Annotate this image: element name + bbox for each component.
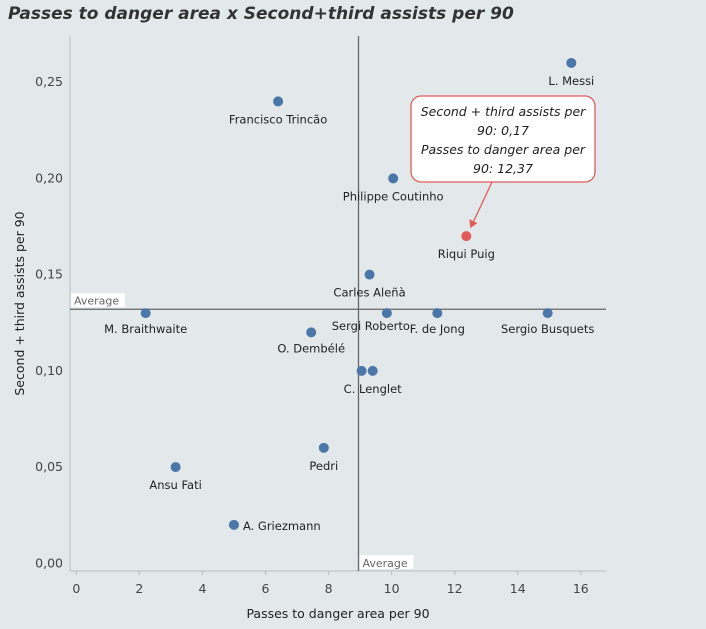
- point-label: Francisco Trincão: [229, 112, 327, 126]
- point-label: O. Dembélé: [277, 341, 345, 355]
- x-tick-label: 4: [198, 581, 206, 596]
- x-tick-label: 12: [447, 581, 463, 596]
- data-point: [364, 269, 375, 280]
- callout-text: Passes to danger area per: [421, 142, 586, 157]
- y-tick-label: 0,10: [35, 363, 63, 378]
- x-axis-label: Passes to danger area per 90: [246, 606, 429, 621]
- y-tick-label: 0,20: [35, 170, 63, 185]
- data-point: [273, 96, 284, 107]
- average-x-label-bg: [359, 555, 414, 569]
- axes-layer: 0 2 4 6 8 10 12 14 16 0,00 0,05 0,10 0,15 0,20 0,25 Pas…: [12, 36, 606, 621]
- y-tick-label: 0,25: [35, 74, 63, 89]
- point-label: Philippe Coutinho: [343, 189, 444, 203]
- y-axis-label: Second + third assists per 90: [12, 211, 27, 395]
- average-y-label: Average: [74, 294, 119, 307]
- data-point: [170, 462, 181, 473]
- point-label: Riqui Puig: [438, 247, 495, 261]
- average-x-label: Average: [362, 557, 407, 570]
- y-tick-label: 0,00: [35, 555, 63, 570]
- data-point: [432, 308, 443, 319]
- average-y-label-bg: [71, 293, 125, 308]
- x-tick-label: 0: [72, 581, 80, 596]
- point-label: Ansu Fati: [149, 478, 201, 492]
- x-tick-label: 6: [262, 581, 270, 596]
- callout-text: 90: 0,17: [477, 123, 529, 138]
- point-label: Sergi Roberto: [332, 319, 410, 333]
- x-tick-label: 10: [384, 581, 400, 596]
- point-label: Pedri: [309, 459, 338, 473]
- x-tick-label: 2: [135, 581, 143, 596]
- point-label: C. Lenglet: [344, 382, 402, 396]
- callout-pointer: [471, 181, 493, 225]
- average-lines: Average Average: [70, 36, 606, 571]
- x-tick-label: 8: [325, 581, 333, 596]
- data-point: [381, 308, 392, 319]
- callout-text: Second + third assists per: [421, 104, 586, 119]
- data-point: [367, 365, 378, 376]
- chart-title: Passes to danger area x Second+third ass…: [8, 4, 514, 24]
- data-point: [566, 57, 577, 68]
- data-point: [228, 519, 239, 530]
- data-point: [388, 173, 399, 184]
- callout-text: 90: 12,37: [473, 161, 533, 176]
- points-layer: [140, 57, 577, 530]
- data-point: [356, 365, 367, 376]
- data-point: [542, 308, 553, 319]
- point-label: L. Messi: [548, 74, 594, 88]
- y-tick-label: 0,05: [35, 459, 63, 474]
- point-label: F. de Jong: [410, 322, 465, 336]
- point-label: M. Braithwaite: [104, 322, 187, 336]
- point-label: Sergio Busquets: [501, 322, 594, 336]
- point-label: A. Griezmann: [243, 519, 321, 533]
- callout-arrowhead: [469, 219, 478, 229]
- data-point: [140, 308, 151, 319]
- x-tick-label: 14: [510, 581, 526, 596]
- data-point: [306, 327, 317, 338]
- highlighted-point: [461, 231, 472, 242]
- x-tick-label: 16: [573, 581, 589, 596]
- callout-box: [410, 95, 596, 183]
- point-label: Carles Aleñà: [333, 286, 405, 300]
- annotation-layer: Second + third assists per 90: 0,17 Passes…: [410, 95, 596, 229]
- labels-layer: L. Messi Francisco Trincão Philippe Coutin…: [104, 74, 594, 533]
- y-tick-label: 0,15: [35, 267, 63, 282]
- data-point: [318, 442, 329, 453]
